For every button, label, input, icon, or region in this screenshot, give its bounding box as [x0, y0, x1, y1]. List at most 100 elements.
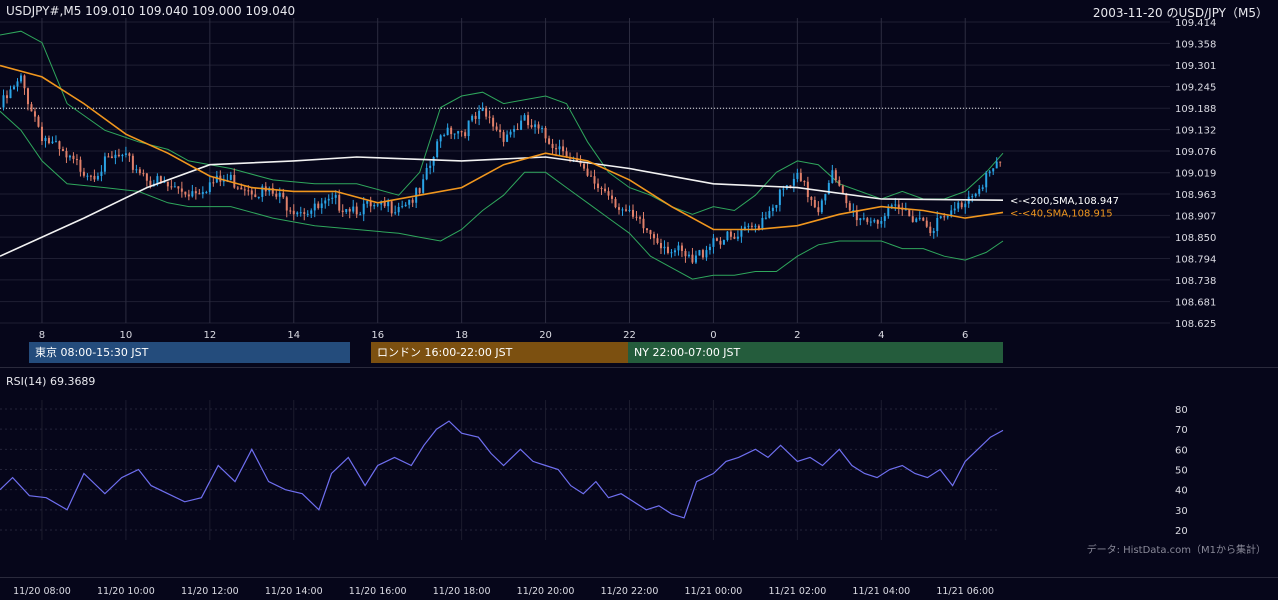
- candle-body: [509, 131, 512, 135]
- candle-body: [289, 210, 292, 212]
- rsi-x-tick-label: 11/20 22:00: [601, 586, 659, 597]
- candle-body: [96, 175, 99, 180]
- candle-body: [222, 180, 225, 182]
- candle-body: [306, 213, 309, 215]
- price-x-tick-label: 10: [120, 330, 133, 341]
- price-x-tick-label: 0: [710, 330, 716, 341]
- candle-body: [93, 175, 96, 180]
- candle-body: [107, 156, 110, 158]
- candle-body: [156, 176, 159, 184]
- candle-body: [79, 159, 82, 172]
- candle-body: [897, 204, 900, 208]
- candle-body: [5, 95, 8, 99]
- candle-body: [838, 180, 841, 186]
- candle-body: [736, 236, 739, 239]
- candle-body: [464, 132, 467, 137]
- candle-body: [562, 146, 565, 152]
- candle-body: [310, 210, 313, 214]
- candle-body: [992, 168, 995, 172]
- candle-body: [792, 178, 795, 186]
- candle-body: [534, 124, 537, 128]
- candle-body: [124, 153, 127, 155]
- candle-body: [121, 154, 124, 157]
- candle-body: [936, 217, 939, 232]
- candle-body: [369, 201, 372, 207]
- rsi-title: RSI(14) 69.3689: [6, 375, 96, 388]
- candle-body: [698, 250, 701, 256]
- candle-body: [145, 173, 148, 181]
- candle-body: [869, 221, 872, 223]
- candle-body: [873, 220, 876, 222]
- candle-body: [481, 108, 484, 111]
- rsi-line: [0, 420, 1004, 519]
- candle-body: [443, 135, 446, 137]
- price-y-tick-label: 109.301: [1175, 61, 1216, 72]
- candle-body: [54, 141, 57, 143]
- candle-body: [135, 169, 138, 171]
- candle-body: [75, 159, 78, 161]
- rsi-x-tick-label: 11/21 02:00: [768, 586, 826, 597]
- candle-body: [177, 186, 180, 189]
- candle-body: [47, 137, 50, 144]
- rsi-y-tick-label: 30: [1175, 506, 1188, 517]
- candle-body: [939, 216, 942, 218]
- candle-body: [775, 204, 778, 208]
- candle-body: [932, 231, 935, 234]
- candle-body: [439, 135, 442, 142]
- candle-body: [652, 234, 655, 239]
- candle-body: [411, 199, 414, 203]
- session-london: ロンドン 16:00-22:00 JST: [371, 342, 628, 363]
- candle-body: [254, 194, 257, 197]
- candle-body: [810, 196, 813, 200]
- candle-body: [750, 225, 753, 227]
- pane-divider[interactable]: [0, 367, 1278, 368]
- candle-body: [502, 132, 505, 142]
- candle-body: [817, 207, 820, 213]
- candle-body: [180, 188, 183, 192]
- candle-body: [170, 186, 173, 188]
- candle-body: [65, 151, 68, 158]
- candle-body: [243, 189, 246, 191]
- candle-body: [362, 203, 365, 215]
- candle-body: [971, 196, 974, 198]
- candle-body: [429, 165, 432, 168]
- candle-body: [149, 180, 152, 186]
- candle-body: [530, 125, 533, 128]
- candle-body: [240, 187, 243, 190]
- sma200-label: <-<200,SMA,108.947: [1010, 196, 1119, 207]
- price-y-tick-label: 108.681: [1175, 298, 1216, 309]
- candle-body: [527, 115, 530, 126]
- rsi-y-tick-label: 70: [1175, 425, 1188, 436]
- candle-body: [768, 211, 771, 218]
- candle-body: [425, 167, 428, 180]
- candle-body: [492, 117, 495, 127]
- date-title: 2003-11-20 のUSD/JPY（M5）: [1092, 6, 1268, 20]
- candle-body: [114, 154, 117, 159]
- candle-body: [404, 204, 407, 207]
- candle-body: [964, 203, 967, 208]
- candle-body: [82, 171, 85, 176]
- candle-body: [911, 216, 914, 222]
- rsi-y-tick-label: 20: [1175, 526, 1188, 537]
- candle-body: [184, 191, 187, 195]
- candle-body: [908, 209, 911, 217]
- candle-body: [953, 208, 956, 211]
- candle-body: [341, 210, 344, 213]
- price-y-tick-label: 109.076: [1175, 147, 1216, 158]
- candle-body: [285, 197, 288, 211]
- rsi-x-tick-label: 11/20 16:00: [349, 586, 407, 597]
- candle-body: [72, 155, 75, 160]
- candle-body: [880, 221, 883, 224]
- symbol-ohlc-title: USDJPY#,M5 109.010 109.040 109.000 109.0…: [6, 4, 296, 18]
- candle-body: [638, 217, 641, 219]
- sma40-line: [0, 64, 1004, 231]
- candle-body: [324, 200, 327, 204]
- candle-body: [16, 81, 19, 87]
- candle-body: [100, 171, 103, 176]
- candle-body: [848, 203, 851, 211]
- candle-body: [541, 127, 544, 129]
- candle-body: [471, 115, 474, 121]
- candle-body: [166, 181, 169, 187]
- rsi-x-tick-label: 11/20 10:00: [97, 586, 155, 597]
- candle-body: [163, 181, 166, 183]
